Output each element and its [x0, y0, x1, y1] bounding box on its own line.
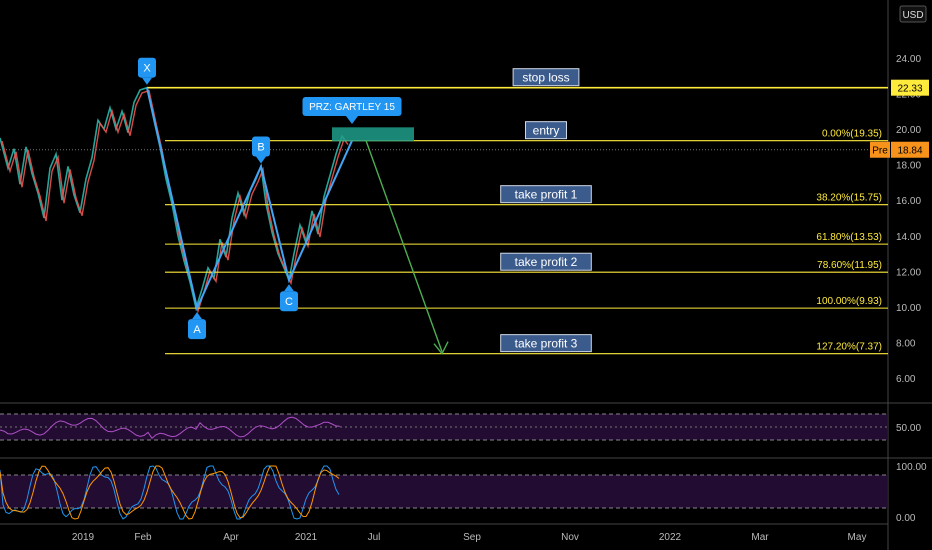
- prz-label-pointer: [346, 116, 358, 124]
- price-tick-label: 12.00: [896, 267, 921, 278]
- currency-label: USD: [902, 10, 923, 21]
- level-label: take profit 2: [515, 255, 578, 269]
- level-label-box: [525, 121, 567, 140]
- price-tick-label: 16.00: [896, 196, 921, 207]
- indicator-2-tick: 0.00: [896, 513, 916, 524]
- indicator-1-band: [0, 414, 888, 440]
- price-tick-label: 8.00: [896, 338, 916, 349]
- indicator-1-line: [0, 416, 341, 439]
- level-label-box: [500, 334, 592, 353]
- indicator-pane-1[interactable]: [0, 413, 888, 441]
- fib-label: 127.20%(7.37): [816, 342, 882, 353]
- time-tick-label: 2021: [295, 532, 318, 543]
- indicator-2-tick: 100.00: [896, 462, 927, 473]
- time-tick-label: Apr: [223, 532, 239, 543]
- indicator-2-d-line: [0, 465, 340, 520]
- time-tick-label: 2022: [659, 532, 682, 543]
- pattern-point-pointer: [142, 77, 152, 85]
- level-label: entry: [533, 124, 560, 138]
- level-label: take profit 3: [515, 337, 578, 351]
- pattern-point-pointer: [284, 284, 294, 292]
- time-tick-label: May: [848, 532, 867, 543]
- fib-label: 100.00%(9.93): [816, 296, 882, 307]
- level-label-box: [500, 185, 592, 204]
- fib-label: 61.80%(13.53): [816, 232, 882, 243]
- price-tick-label: 10.00: [896, 303, 921, 314]
- price-series-up: [0, 86, 347, 312]
- price-badge-value: 22.33: [897, 84, 922, 95]
- pattern-point-label: A: [193, 324, 201, 336]
- price-badge: [891, 79, 929, 96]
- pattern-point-marker: [188, 319, 206, 340]
- pattern-point-pointer: [256, 156, 266, 164]
- pattern-point-marker: [138, 57, 156, 78]
- projection-arrow: [365, 140, 443, 352]
- currency-badge[interactable]: USD: [899, 5, 927, 23]
- gartley-pattern-line: [146, 87, 353, 312]
- fib-label: 38.20%(15.75): [816, 193, 882, 204]
- time-tick-label: Nov: [561, 532, 579, 543]
- price-badge-value: 18.84: [897, 146, 922, 157]
- pattern-point-marker: [252, 136, 270, 157]
- pattern-point-label: B: [257, 141, 264, 153]
- fib-label: 78.60%(11.95): [817, 260, 882, 271]
- price-axis[interactable]: 24.0022.0020.0018.0016.0014.0012.0010.00…: [870, 54, 929, 524]
- indicator-1-tick: 50.00: [896, 423, 921, 434]
- pattern-point-label: C: [285, 296, 293, 308]
- time-tick-label: Jul: [368, 532, 381, 543]
- prz-zone: [332, 127, 414, 142]
- price-tick-label: 6.00: [896, 374, 916, 385]
- price-tick-label: 14.00: [896, 232, 921, 243]
- pattern-point-marker: [280, 291, 298, 312]
- time-tick-label: Feb: [134, 532, 152, 543]
- prz-label-box: [302, 97, 402, 116]
- level-label: stop loss: [522, 71, 569, 85]
- time-tick-label: 2019: [72, 532, 95, 543]
- price-badge: [891, 141, 929, 158]
- fib-label: 0.00%(19.35): [822, 129, 882, 140]
- level-label: take profit 1: [515, 188, 578, 202]
- level-label-box: [500, 252, 592, 271]
- pattern-point-label: X: [143, 63, 151, 75]
- price-tick-label: 18.00: [896, 161, 921, 172]
- price-tick-label: 24.00: [896, 54, 921, 65]
- prz-label: PRZ: GARTLEY 15: [309, 102, 395, 113]
- pre-badge-prefix: Pre: [872, 146, 888, 157]
- time-tick-label: Sep: [463, 532, 481, 543]
- indicator-2-band: [0, 475, 888, 508]
- time-axis[interactable]: 2019 Feb Apr 2021 Jul Sep Nov 2022 Mar May: [72, 532, 867, 543]
- price-tick-label: 20.00: [896, 125, 921, 136]
- level-label-box: [512, 68, 580, 87]
- pattern-point-pointer: [192, 312, 202, 320]
- projection-arrow-head: [433, 341, 449, 355]
- time-tick-label: Mar: [751, 532, 769, 543]
- pre-badge-prefix-box: [870, 141, 890, 158]
- indicator-pane-2[interactable]: [0, 465, 888, 520]
